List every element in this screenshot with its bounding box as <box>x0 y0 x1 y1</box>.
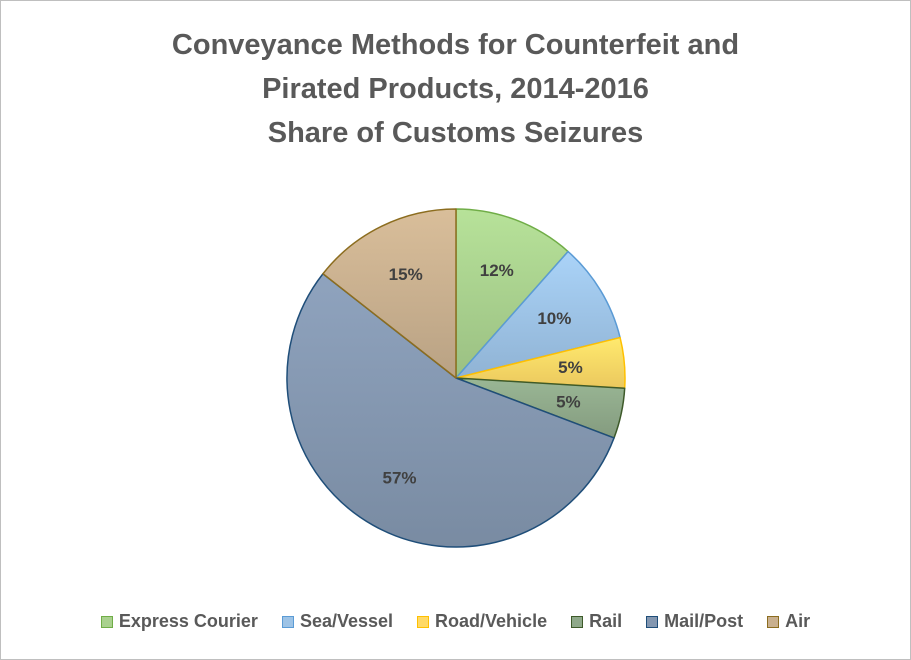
chart-title-line-3: Share of Customs Seizures <box>267 117 644 149</box>
legend-swatch-express-courier <box>100 615 113 628</box>
legend-item-sea-vessel: Sea/Vessel <box>281 611 394 632</box>
legend-swatch-road-vehicle <box>417 615 430 628</box>
legend-label-road-vehicle: Road/Vehicle <box>435 611 548 631</box>
legend-label-rail: Rail <box>589 611 623 631</box>
data-label-express-courier: 12% <box>480 261 514 280</box>
legend-item-rail: Rail <box>571 611 622 632</box>
legend-item-air: Air <box>767 611 810 632</box>
data-label-rail: 5% <box>556 393 581 412</box>
legend-label-air: Air <box>785 611 811 631</box>
chart-title: Conveyance Methods for Counterfeit and P… <box>1 23 910 155</box>
legend-item-mail-post: Mail/Post <box>646 611 743 632</box>
pie-slice-sea-vessel <box>455 250 621 379</box>
pie-slice-express-courier <box>455 208 569 379</box>
legend: Express Courier Sea/Vessel Road/Vehicle Rai… <box>1 611 910 632</box>
legend-swatch-mail-post <box>646 615 659 628</box>
legend-swatch-air <box>767 615 780 628</box>
legend-label-mail-post: Mail/Post <box>664 611 744 631</box>
legend-item-express-courier: Express Courier <box>100 611 258 632</box>
chart-title-line-2: Pirated Products, 2014-2016 <box>262 73 649 105</box>
data-label-road-vehicle: 5% <box>558 358 583 377</box>
data-label-mail-post: 57% <box>383 469 417 488</box>
legend-label-sea-vessel: Sea/Vessel <box>299 611 394 631</box>
legend-item-road-vehicle: Road/Vehicle <box>417 611 547 632</box>
legend-label-express-courier: Express Courier <box>118 611 258 631</box>
chart-title-line-1: Conveyance Methods for Counterfeit and <box>171 29 740 61</box>
data-label-sea-vessel: 10% <box>537 309 571 328</box>
legend-swatch-sea-vessel <box>281 615 294 628</box>
pie-slice-mail-post <box>286 273 615 548</box>
legend-swatch-rail <box>571 615 584 628</box>
data-label-air: 15% <box>389 265 423 284</box>
pie-slice-air <box>322 208 457 379</box>
pie-chart: 12% 10% 5% 5% 57% 15% <box>286 208 626 548</box>
